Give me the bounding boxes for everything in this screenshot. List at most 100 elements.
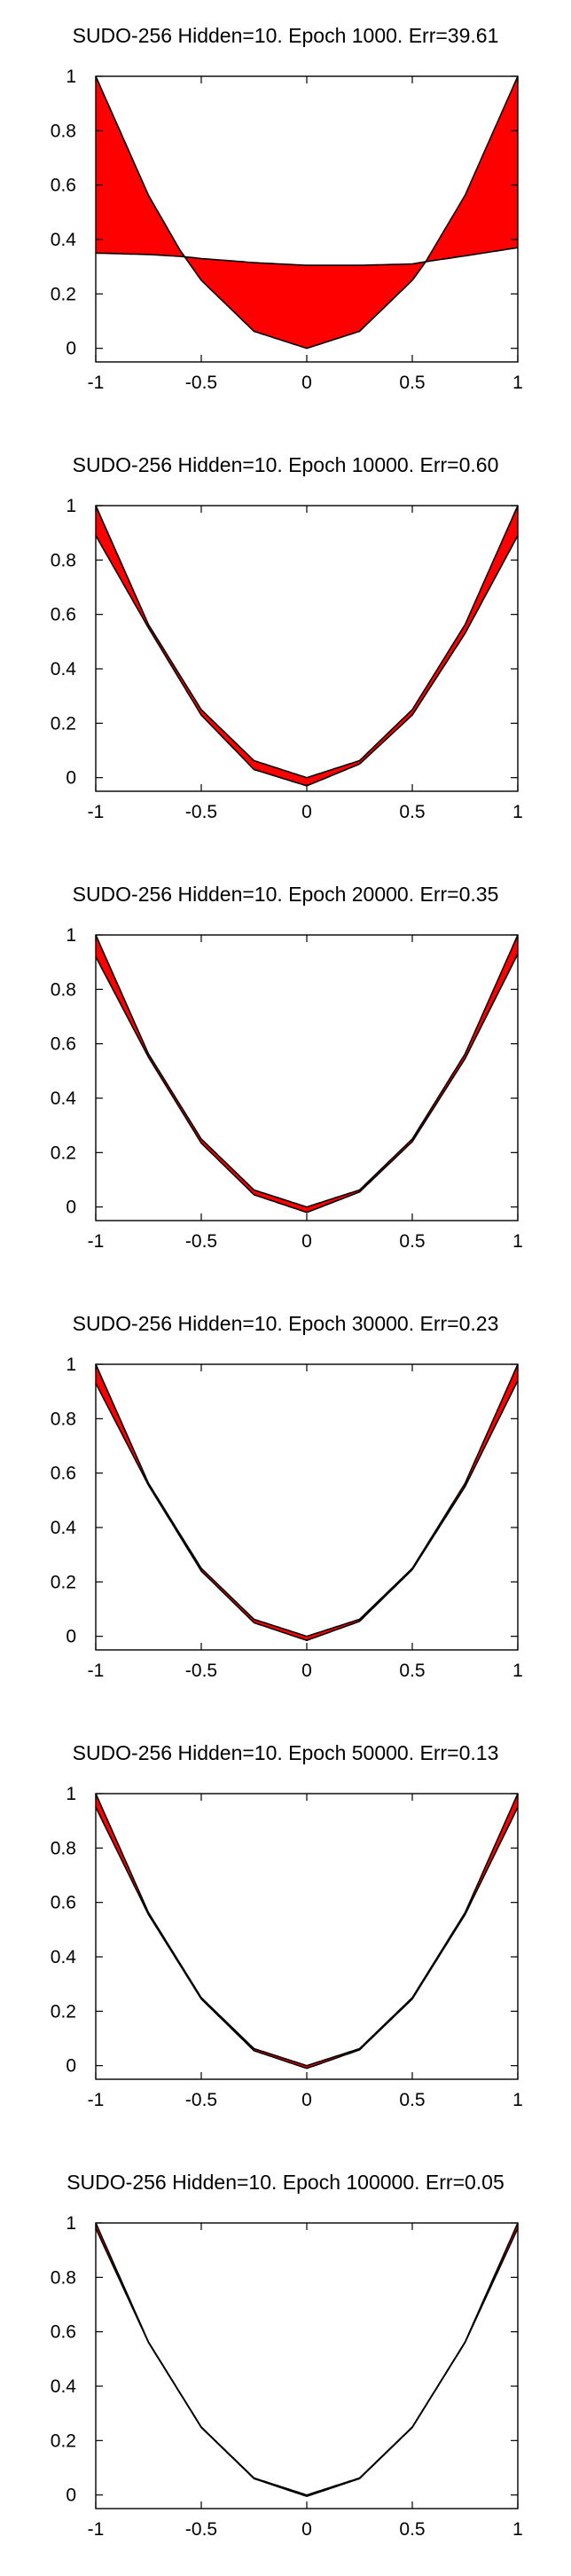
y-tick-label: 0.6: [51, 2322, 76, 2343]
x-tick-label: -0.5: [185, 373, 217, 393]
chart-svg: SUDO-256 Hidden=10. Epoch 1000. Err=39.6…: [51, 24, 523, 393]
chart-title: SUDO-256 Hidden=10. Epoch 1000. Err=39.6…: [73, 24, 499, 47]
y-tick-label: 0.8: [51, 121, 76, 141]
y-tick-label: 0.6: [51, 1464, 76, 1484]
x-tick-label: 0: [301, 2090, 312, 2110]
chart-svg: SUDO-256 Hidden=10. Epoch 10000. Err=0.6…: [51, 453, 523, 822]
y-tick-label: 1: [66, 925, 76, 946]
chart-title: SUDO-256 Hidden=10. Epoch 50000. Err=0.1…: [73, 1741, 499, 1764]
chart-svg: SUDO-256 Hidden=10. Epoch 30000. Err=0.2…: [51, 1312, 523, 1681]
x-tick-label: 0.5: [399, 1661, 425, 1681]
network-output-curve: [95, 535, 519, 787]
x-tick-label: -0.5: [185, 2090, 217, 2110]
x-tick-label: 0.5: [399, 373, 425, 393]
x-tick-label: 1: [512, 2090, 523, 2110]
x-tick-label: -1: [88, 802, 105, 822]
y-tick-label: 0: [66, 2486, 76, 2506]
y-tick-label: 0.8: [51, 979, 76, 1000]
x-tick-label: 0.5: [399, 1231, 425, 1252]
plot-frame: [95, 1793, 519, 2080]
y-tick-label: 0: [66, 1627, 76, 1647]
x-tick-label: -1: [88, 1231, 105, 1252]
y-tick-label: 1: [66, 1355, 76, 1375]
chart-panel-1: SUDO-256 Hidden=10. Epoch 1000. Err=39.6…: [0, 0, 571, 429]
chart-panel-6: SUDO-256 Hidden=10. Epoch 100000. Err=0.…: [0, 2147, 571, 2576]
y-tick-label: 0.2: [51, 284, 76, 304]
y-tick-label: 0.8: [51, 1409, 76, 1429]
y-tick-label: 0.6: [51, 1893, 76, 1913]
x-tick-label: -1: [88, 2519, 105, 2540]
y-tick-label: 0.6: [51, 1034, 76, 1055]
chart-svg: SUDO-256 Hidden=10. Epoch 20000. Err=0.3…: [51, 883, 523, 1252]
chart-panel-2: SUDO-256 Hidden=10. Epoch 10000. Err=0.6…: [0, 429, 571, 859]
x-tick-label: 1: [512, 2519, 523, 2540]
network-output-curve: [95, 2227, 519, 2498]
y-tick-label: 0.4: [51, 1518, 77, 1538]
y-tick-label: 0: [66, 339, 76, 359]
x-tick-label: 0: [301, 1231, 312, 1252]
y-tick-label: 0.6: [51, 176, 76, 196]
y-tick-label: 0.8: [51, 2267, 76, 2288]
y-tick-label: 0.2: [51, 1143, 76, 1163]
chart-panel-5: SUDO-256 Hidden=10. Epoch 50000. Err=0.1…: [0, 1717, 571, 2147]
y-tick-label: 0.6: [51, 605, 76, 625]
y-tick-label: 0: [66, 1198, 76, 1218]
x-tick-label: 1: [512, 1231, 523, 1252]
y-tick-label: 1: [66, 496, 76, 516]
x-tick-label: -1: [88, 373, 105, 393]
x-tick-label: -0.5: [185, 1661, 217, 1681]
x-tick-label: -0.5: [185, 802, 217, 822]
network-output-curve: [95, 247, 519, 266]
x-tick-label: -0.5: [185, 2519, 217, 2540]
x-tick-label: -0.5: [185, 1231, 217, 1252]
y-tick-label: 1: [66, 2213, 76, 2234]
x-tick-label: 0: [301, 373, 312, 393]
y-tick-label: 0.4: [51, 1088, 77, 1109]
chart-panel-3: SUDO-256 Hidden=10. Epoch 20000. Err=0.3…: [0, 859, 571, 1288]
y-tick-label: 0.4: [51, 230, 77, 250]
x-tick-label: 0: [301, 1661, 312, 1681]
x-tick-label: 0: [301, 802, 312, 822]
x-tick-label: 0.5: [399, 2090, 425, 2110]
network-output-curve: [95, 954, 519, 1213]
x-tick-label: 0.5: [399, 2519, 425, 2540]
chart-title: SUDO-256 Hidden=10. Epoch 10000. Err=0.6…: [73, 453, 499, 476]
plot-frame: [95, 2222, 519, 2509]
x-tick-label: 1: [512, 1661, 523, 1681]
y-tick-label: 0.2: [51, 2431, 76, 2451]
y-tick-label: 0.8: [51, 1838, 76, 1858]
y-tick-label: 0.2: [51, 713, 76, 734]
y-tick-label: 0.4: [51, 2376, 77, 2397]
y-tick-label: 0.4: [51, 1947, 77, 1967]
plot-frame: [95, 934, 519, 1221]
plot-frame: [95, 1363, 519, 1651]
y-tick-label: 0.2: [51, 1572, 76, 1592]
target-curve: [95, 1363, 519, 1637]
y-tick-label: 1: [66, 1784, 76, 1804]
chart-svg: SUDO-256 Hidden=10. Epoch 50000. Err=0.1…: [51, 1741, 523, 2110]
target-curve: [95, 75, 519, 349]
y-tick-label: 0.2: [51, 2001, 76, 2022]
network-output-curve: [95, 1806, 519, 2069]
y-tick-label: 0.8: [51, 550, 76, 570]
x-tick-label: 0: [301, 2519, 312, 2540]
y-tick-label: 1: [66, 67, 76, 87]
target-curve: [95, 934, 519, 1208]
x-tick-label: -1: [88, 2090, 105, 2110]
y-tick-label: 0: [66, 768, 76, 789]
y-tick-label: 0: [66, 2056, 76, 2077]
target-curve: [95, 505, 519, 779]
x-tick-label: 1: [512, 373, 523, 393]
chart-panel-4: SUDO-256 Hidden=10. Epoch 30000. Err=0.2…: [0, 1288, 571, 1717]
target-curve: [95, 1793, 519, 2067]
x-tick-label: -1: [88, 1661, 105, 1681]
chart-title: SUDO-256 Hidden=10. Epoch 30000. Err=0.2…: [73, 1312, 499, 1335]
y-tick-label: 0.4: [51, 659, 77, 679]
chart-svg: SUDO-256 Hidden=10. Epoch 100000. Err=0.…: [51, 2171, 523, 2540]
network-output-curve: [95, 1380, 519, 1642]
x-tick-label: 1: [512, 802, 523, 822]
chart-title: SUDO-256 Hidden=10. Epoch 100000. Err=0.…: [66, 2171, 505, 2194]
chart-title: SUDO-256 Hidden=10. Epoch 20000. Err=0.3…: [73, 883, 499, 906]
error-fill-area: [96, 76, 518, 349]
x-tick-label: 0.5: [399, 802, 425, 822]
